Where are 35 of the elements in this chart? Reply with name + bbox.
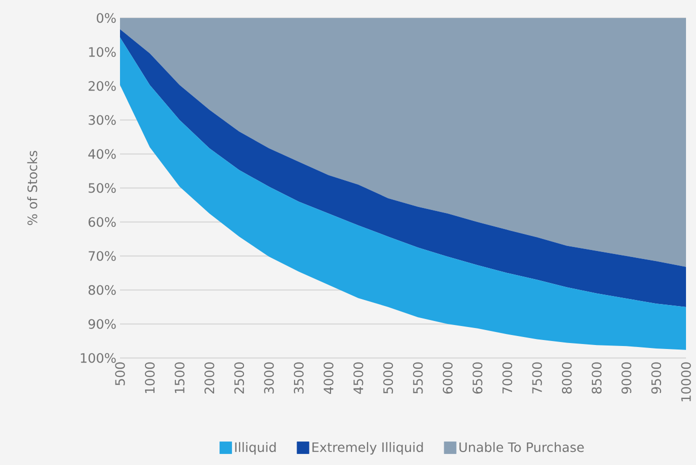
x-tick-label: 500 [115, 362, 125, 386]
y-tick-label: 60% [88, 217, 116, 227]
x-tick-label: 3500 [294, 362, 304, 394]
y-tick-label: 40% [88, 149, 116, 159]
x-tick-label: 2000 [204, 362, 214, 394]
x-tick-label: 4500 [353, 362, 364, 394]
y-axis-title: % of Stocks [27, 150, 38, 226]
x-tick-label: 5500 [413, 362, 423, 394]
y-tick-label: 0% [96, 13, 116, 23]
x-tick-label: 6000 [442, 362, 453, 394]
x-tick-label: 1500 [174, 362, 184, 394]
x-tick-label: 4000 [324, 362, 334, 394]
y-tick-label: 10% [89, 47, 116, 57]
x-tick-label: 8500 [592, 362, 602, 394]
x-tick-label: 2500 [234, 362, 244, 394]
y-tick-label: 30% [88, 115, 116, 125]
legend-label: Extremely Illiquid [312, 442, 423, 455]
x-tick-label: 8000 [562, 362, 572, 394]
y-tick-label: 90% [88, 319, 116, 329]
x-tick-label: 5000 [383, 362, 394, 394]
x-tick-label: 3000 [264, 362, 274, 394]
y-tick-label: 20% [88, 81, 116, 91]
y-tick-label: 70% [88, 251, 116, 261]
x-tick-label: 7000 [502, 362, 512, 394]
x-tick-label: 6500 [472, 362, 482, 394]
x-tick-label: 9000 [622, 362, 632, 394]
x-tick-label: 9500 [651, 362, 662, 394]
y-tick-label: 80% [88, 285, 116, 295]
legend-label: Illiquid [235, 442, 276, 455]
x-tick-label: 7500 [532, 362, 542, 394]
y-tick-label: 100% [80, 353, 116, 363]
y-tick-label: 50% [88, 183, 116, 193]
x-tick-label: 1000 [144, 362, 155, 394]
x-tick-label: 10000 [681, 362, 691, 402]
legend-label: Unable To Purchase [459, 442, 584, 452]
